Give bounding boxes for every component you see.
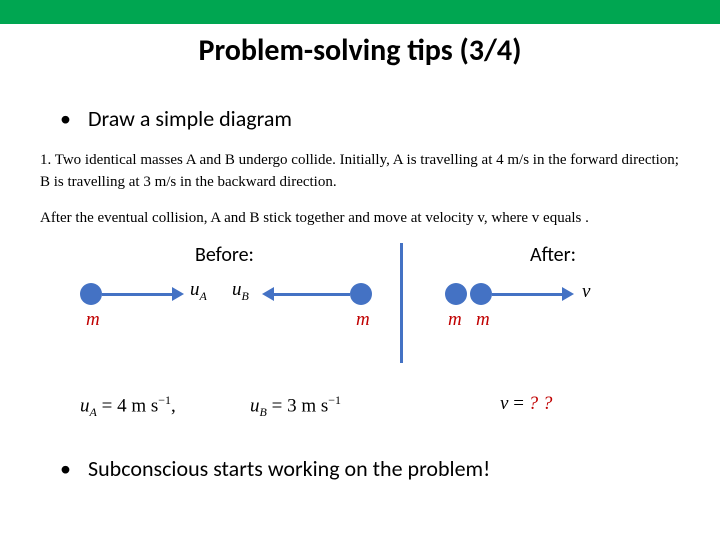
- arrow-b: [274, 293, 350, 296]
- mass-b-label: m: [356, 309, 370, 331]
- mass-after-1: m: [448, 309, 462, 331]
- arrow-a: [102, 293, 172, 296]
- mass-a-label: m: [86, 309, 100, 331]
- arrow-b-head: [262, 287, 274, 301]
- problem-statement: 1. Two identical masses A and B undergo …: [40, 150, 680, 229]
- equations-row: uA = 4 m s−1, uB = 3 m s−1 v = ? ?: [0, 393, 720, 433]
- ub-symbol: uB: [232, 279, 249, 304]
- diagram: Before: After: uA m uB m v m m: [0, 243, 720, 393]
- v-symbol: v: [582, 281, 590, 303]
- bullet-list-2: Subconscious starts working on the probl…: [60, 455, 720, 482]
- bullet-list-1: Draw a simple diagram: [60, 105, 720, 132]
- ball-after-2: [470, 283, 492, 305]
- ball-after-1: [445, 283, 467, 305]
- divider-line: [400, 243, 403, 363]
- eq-ub: uB = 3 m s−1: [250, 393, 341, 420]
- header-bar: [0, 0, 720, 24]
- arrow-v-head: [562, 287, 574, 301]
- bullet-subconscious: Subconscious starts working on the probl…: [60, 455, 720, 482]
- arrow-v: [492, 293, 562, 296]
- problem-p2: After the eventual collision, A and B st…: [40, 208, 680, 230]
- problem-p1: 1. Two identical masses A and B undergo …: [40, 150, 680, 194]
- eq-v: v = ? ?: [500, 393, 552, 415]
- ball-b: [350, 283, 372, 305]
- arrow-a-head: [172, 287, 184, 301]
- before-label: Before:: [195, 243, 254, 267]
- eq-ua: uA = 4 m s−1,: [80, 393, 176, 420]
- slide-title: Problem-solving tips (3/4): [0, 32, 720, 69]
- mass-after-2: m: [476, 309, 490, 331]
- ball-a: [80, 283, 102, 305]
- ua-symbol: uA: [190, 279, 207, 304]
- after-label: After:: [530, 243, 576, 267]
- bullet-draw-diagram: Draw a simple diagram: [60, 105, 720, 132]
